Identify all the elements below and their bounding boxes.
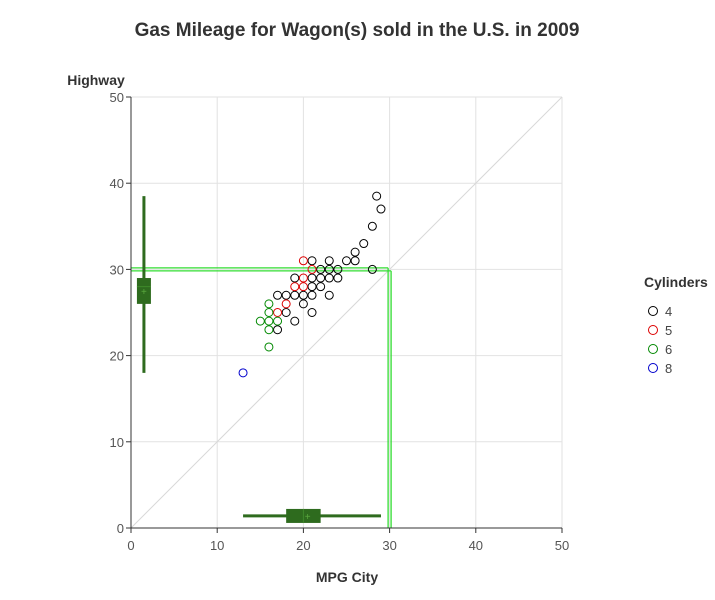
data-point-cyl-6 <box>255 316 265 326</box>
data-point-cyl-4 <box>367 264 377 274</box>
legend-label-8: 8 <box>665 361 672 376</box>
data-point-cyl-4 <box>324 264 334 274</box>
data-point-cyl-6 <box>264 342 274 352</box>
data-point-cyl-5 <box>307 264 317 274</box>
data-point-cyl-4 <box>359 239 369 249</box>
data-point-cyl-4 <box>290 316 300 326</box>
diagonal-line <box>130 96 563 529</box>
data-point-cyl-4 <box>333 264 343 274</box>
data-point-cyl-5 <box>281 299 291 309</box>
y-tick-label: 30 <box>110 262 124 277</box>
data-point-cyl-4 <box>290 290 300 300</box>
data-point-cyl-4 <box>350 247 360 257</box>
data-point-cyl-8 <box>238 368 248 378</box>
data-point-cyl-5 <box>298 273 308 283</box>
y-ticks: 0 10 20 30 40 50 <box>110 90 131 536</box>
chart-title: Gas Mileage for Wagon(s) sold in the U.S… <box>135 20 580 41</box>
legend-title: Cylinders <box>644 274 708 290</box>
legend-marker-6 <box>648 344 658 354</box>
data-point-cyl-4 <box>316 264 326 274</box>
data-point-cyl-4 <box>316 282 326 292</box>
legend: Cylinders 4 5 6 8 <box>644 274 708 376</box>
data-point-cyl-4 <box>281 290 291 300</box>
data-point-cyl-4 <box>290 273 300 283</box>
data-point-cyl-4 <box>273 290 283 300</box>
city-boxplot-mean: + <box>305 512 311 523</box>
x-axis-title: MPG City <box>316 569 378 585</box>
data-point-cyl-4 <box>307 256 317 266</box>
average-lines <box>131 267 392 528</box>
x-tick-label: 50 <box>555 538 569 553</box>
data-point-cyl-4 <box>307 290 317 300</box>
data-point-cyl-4 <box>273 325 283 335</box>
data-point-cyl-4 <box>372 191 382 201</box>
x-tick-label: 0 <box>127 538 134 553</box>
highway-boxplot-mean: + <box>141 287 147 298</box>
y-tick-label: 0 <box>117 521 124 536</box>
data-point-cyl-4 <box>324 273 334 283</box>
data-point-cyl-6 <box>264 316 274 326</box>
legend-marker-4 <box>648 306 658 316</box>
data-point-cyl-6 <box>264 325 274 335</box>
grid <box>130 96 563 529</box>
data-point-cyl-4 <box>342 256 351 266</box>
data-points <box>238 191 386 378</box>
data-point-cyl-6 <box>273 316 283 326</box>
data-point-cyl-4 <box>324 256 334 266</box>
data-point-cyl-4 <box>333 273 343 283</box>
y-tick-label: 10 <box>110 435 124 450</box>
legend-marker-5 <box>648 325 658 335</box>
data-point-cyl-4 <box>316 273 326 283</box>
data-point-cyl-4 <box>298 290 308 300</box>
data-point-cyl-4 <box>367 221 377 231</box>
data-point-cyl-4 <box>281 308 291 317</box>
highway-boxplot-box <box>136 278 151 304</box>
axes <box>130 97 562 529</box>
data-point-cyl-5 <box>273 308 283 317</box>
legend-label-5: 5 <box>665 323 672 338</box>
data-point-cyl-4 <box>298 299 308 309</box>
y-tick-label: 20 <box>110 349 124 364</box>
data-point-cyl-4 <box>307 282 317 292</box>
x-tick-label: 10 <box>210 538 224 553</box>
x-tick-label: 30 <box>382 538 396 553</box>
data-point-cyl-4 <box>376 204 386 214</box>
data-point-cyl-4 <box>307 308 317 317</box>
data-point-cyl-5 <box>290 282 300 292</box>
data-point-cyl-5 <box>298 256 308 266</box>
data-point-cyl-4 <box>350 256 360 266</box>
x-ticks: 0 10 20 30 40 50 <box>127 528 569 553</box>
data-point-cyl-4 <box>324 290 334 300</box>
x-tick-label: 20 <box>296 538 310 553</box>
x-tick-label: 40 <box>469 538 483 553</box>
data-point-cyl-6 <box>264 299 274 309</box>
y-axis-title: Highway <box>67 72 125 88</box>
data-point-cyl-4 <box>307 273 317 283</box>
y-tick-label: 40 <box>110 176 124 191</box>
data-point-cyl-5 <box>298 282 308 292</box>
boxplots: ++ <box>136 196 381 523</box>
y-tick-label: 50 <box>110 90 124 105</box>
legend-marker-8 <box>648 363 658 373</box>
data-point-cyl-6 <box>264 308 274 317</box>
legend-label-6: 6 <box>665 342 672 357</box>
diagonal-reference-line <box>130 96 563 529</box>
legend-label-4: 4 <box>665 304 672 319</box>
